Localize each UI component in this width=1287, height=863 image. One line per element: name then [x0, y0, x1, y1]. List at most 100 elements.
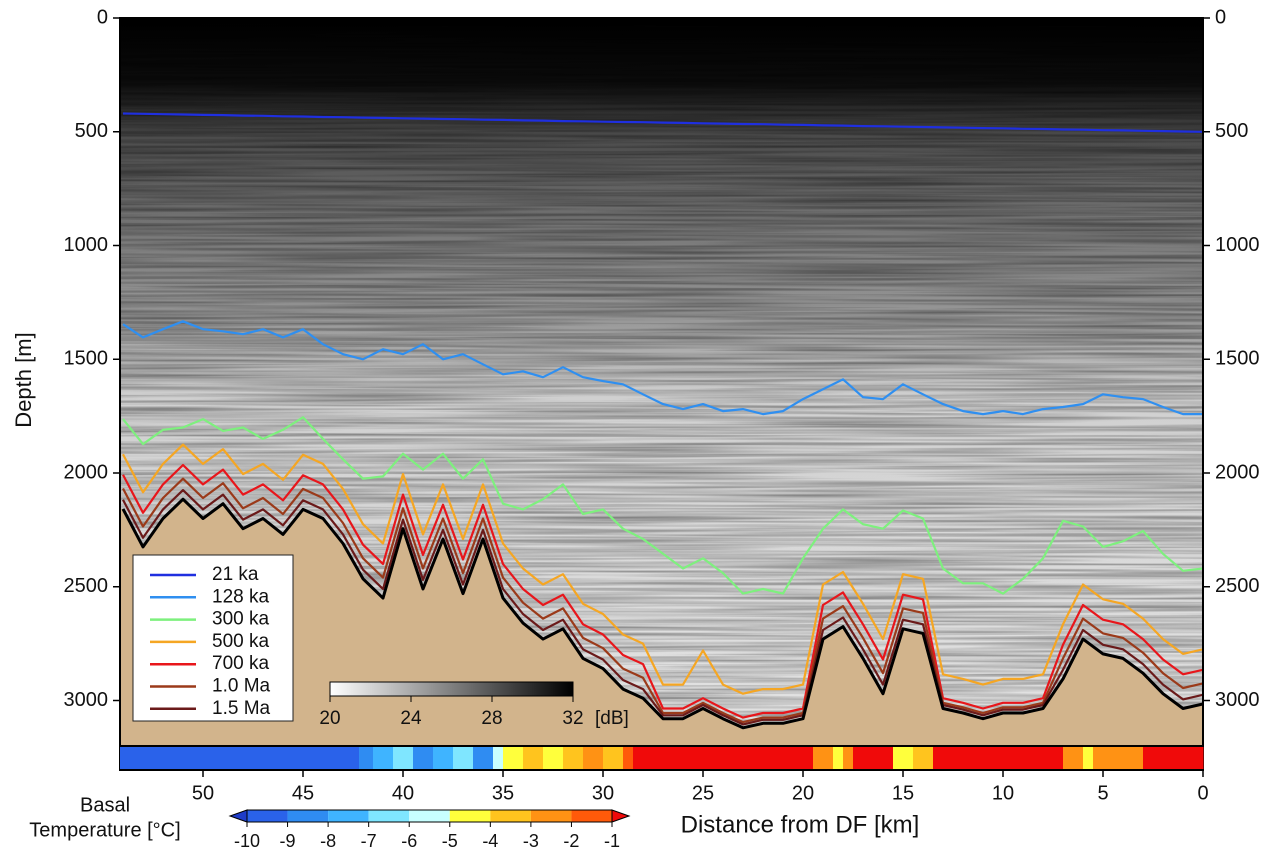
colorbar-under: [228, 809, 248, 823]
basal-temperature-cell: [359, 747, 374, 769]
legend: [132, 554, 294, 722]
horizon-line: [122, 320, 1203, 416]
horizon-line: [122, 443, 1203, 695]
colorbar-tick-label: -8: [320, 831, 336, 851]
horizon-line: [122, 416, 1203, 595]
x-tick-label: 40: [392, 782, 414, 804]
colorbar-bin: [247, 810, 288, 822]
basal-temperature-cell: [373, 747, 394, 769]
basal-temperature-cell: [583, 747, 604, 769]
colorbar-tick-label: -1: [604, 831, 620, 851]
colorbar-bin: [368, 810, 410, 822]
colorbar-frame: [246, 809, 613, 823]
colorbar-tick-label: -7: [361, 831, 377, 851]
y-tick-label: 0: [97, 6, 108, 28]
colorbar-bin: [287, 810, 329, 822]
basal-temperature-cell: [833, 747, 844, 769]
y-axis-label: Depth [m]: [11, 332, 36, 427]
legend-label: 21 ka: [212, 564, 259, 585]
colorbar-tick-label: -4: [482, 831, 498, 851]
basal-temperature-cell: [813, 747, 834, 769]
y-tick-label: 3000: [1215, 689, 1260, 711]
colorbar-tick-label: -6: [401, 831, 417, 851]
basal-temperature-cell: [913, 747, 934, 769]
y-tick-label: 1000: [64, 234, 109, 256]
y-tick-label: 1500: [64, 348, 109, 370]
colorbar-tick-label: -5: [442, 831, 458, 851]
basal-temperature-cell: [853, 747, 894, 769]
y-tick-label: 0: [1215, 6, 1226, 28]
basal-temperature-cell: [453, 747, 474, 769]
y-tick-label: 3000: [64, 689, 109, 711]
y-tick-label: 500: [1215, 120, 1248, 142]
basal-temperature-cell: [523, 747, 544, 769]
y-tick-label: 2000: [1215, 461, 1260, 483]
horizon-line: [122, 489, 1203, 726]
horizon-line: [122, 112, 1203, 133]
basal-temperature-cell: [1063, 747, 1084, 769]
basal-temperature-cell: [543, 747, 564, 769]
basal-temperature-cell: [1093, 747, 1144, 769]
legend-label: 1.0 Ma: [212, 676, 271, 697]
colorbar-label: Temperature [°C]: [29, 819, 180, 841]
legend-label: 500 ka: [212, 631, 269, 652]
colorbar-tick-label: 20: [319, 708, 340, 729]
colorbar-tick-label: -2: [563, 831, 579, 851]
legend-label: 700 ka: [212, 653, 269, 674]
legend-label: 128 ka: [212, 586, 269, 607]
colorbar-tick-label: -10: [234, 831, 260, 851]
colorbar-bin: [490, 810, 531, 822]
basal-temperature-cell: [503, 747, 524, 769]
basal-temperature-cell: [413, 747, 434, 769]
y-tick-label: 2500: [64, 575, 109, 597]
colorbar-bin: [571, 810, 612, 822]
x-tick-label: 25: [692, 782, 714, 804]
y-tick-label: 1000: [1215, 234, 1260, 256]
basal-temperature-cell: [120, 747, 360, 769]
x-tick-label: 45: [292, 782, 314, 804]
legend-label: 1.5 Ma: [212, 698, 271, 719]
x-tick-label: 10: [992, 782, 1014, 804]
frame: [119, 17, 1204, 771]
colorbar-bin: [449, 810, 491, 822]
horizon-line: [122, 463, 1203, 719]
colorbar-tick-label: 24: [400, 708, 422, 729]
basal-temperature-cell: [893, 747, 914, 769]
basal-temperature-cell: [623, 747, 634, 769]
legend-label: 300 ka: [212, 609, 269, 630]
x-tick-label: 50: [192, 782, 214, 804]
basal-temperature-cell: [473, 747, 494, 769]
colorbar-tick-label: -3: [523, 831, 539, 851]
bedrock-line: [121, 497, 1203, 730]
x-tick-label: 0: [1197, 782, 1208, 804]
y-tick-label: 2000: [64, 461, 109, 483]
basal-temperature-cell: [493, 747, 504, 769]
basal-temperature-cell: [393, 747, 414, 769]
x-axis-label: Distance from DF [km]: [681, 811, 920, 838]
colorbar-label: Basal: [80, 794, 130, 816]
colorbar-bin: [328, 810, 369, 822]
x-tick-label: 20: [792, 782, 814, 804]
basal-temperature-cell: [433, 747, 454, 769]
x-tick-label: 35: [492, 782, 514, 804]
basal-temperature-cell: [1143, 747, 1204, 769]
x-tick-label: 5: [1097, 782, 1108, 804]
colorbar-bin: [530, 810, 572, 822]
basal-temperature-cell: [843, 747, 854, 769]
horizon-line: [122, 477, 1203, 724]
basal-temperature-cell: [633, 747, 814, 769]
y-tick-label: 1500: [1215, 348, 1260, 370]
colorbar-tick-label: 28: [481, 708, 502, 729]
x-tick-label: 15: [892, 782, 914, 804]
colorbar-unit: [dB]: [595, 708, 629, 729]
basal-temperature-cell: [563, 747, 584, 769]
colorbar-bin: [409, 810, 450, 822]
y-tick-label: 500: [75, 120, 108, 142]
basal-temperature-cell: [933, 747, 1064, 769]
colorbar-tick-label: -9: [280, 831, 296, 851]
amplitude-colorbar: [329, 681, 574, 697]
colorbar-tick-label: 32: [562, 708, 583, 729]
colorbar-over: [611, 809, 631, 823]
